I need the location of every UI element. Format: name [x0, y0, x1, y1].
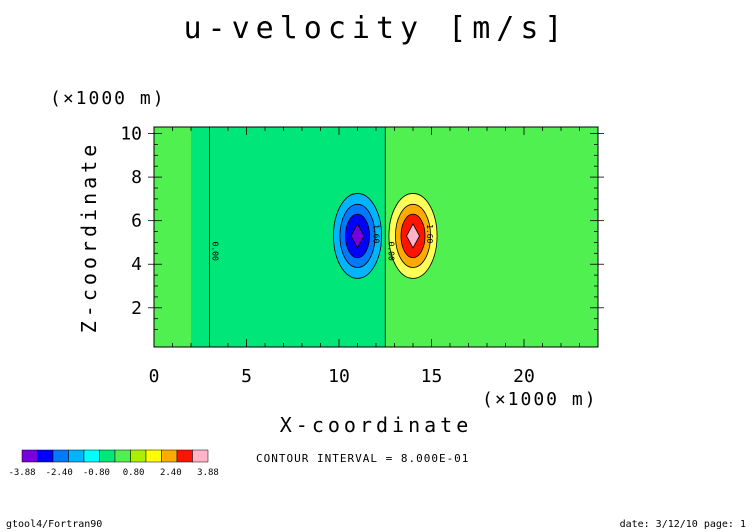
y-tick-labels: 2 4 6 8 10	[120, 124, 142, 319]
colorbar-swatch	[52, 449, 69, 463]
contour-interval: CONTOUR INTERVAL = 8.000E-01	[256, 452, 469, 465]
colorbar-swatch	[145, 449, 162, 463]
colorbar-label: -2.40	[46, 468, 73, 478]
colorbar-swatch	[68, 449, 85, 463]
chart-title: u-velocity [m/s]	[184, 11, 569, 46]
footer-left: gtool4/Fortran90	[6, 519, 102, 530]
x-tick-label: 5	[241, 366, 252, 387]
colorbar-swatch	[99, 449, 116, 463]
colorbar-swatch	[176, 449, 193, 463]
x-tick-label: 10	[328, 366, 350, 387]
colorbar-label: 3.88	[197, 468, 219, 478]
footer-right: date: 3/12/10 page: 1	[620, 519, 746, 530]
contour-label-3: 1.60	[371, 224, 380, 243]
colorbar-label: 0.80	[123, 468, 145, 478]
y-tick-label: 6	[131, 211, 142, 232]
y-tick-label: 2	[131, 298, 142, 319]
y-axis-unit: (×1000 m)	[50, 88, 166, 109]
y-tick-label: 4	[131, 254, 142, 275]
y-tick-label: 10	[120, 124, 142, 145]
colorbar-swatch	[21, 449, 38, 463]
colorbar-swatch	[83, 449, 100, 463]
colorbar-swatch	[114, 449, 131, 463]
colorbar-label: 2.40	[160, 468, 182, 478]
axis-ticks	[148, 127, 604, 347]
x-tick-label: 0	[149, 366, 160, 387]
field-left-band	[154, 127, 191, 347]
x-tick-label: 20	[513, 366, 535, 387]
contour-label-1: 0.00	[386, 242, 395, 261]
contour-level-0-3	[350, 223, 365, 249]
colorbar-swatch	[161, 449, 178, 463]
contour-label-0: 0.00	[211, 242, 220, 261]
contour-label-2: 1.60	[425, 224, 434, 243]
colorbar-labels: -3.88 -2.40 -0.80 0.80 2.40 3.88	[8, 468, 218, 478]
y-tick-label: 8	[131, 167, 142, 188]
contour-level-1-3	[406, 223, 420, 249]
x-axis-unit: (×1000 m)	[482, 389, 598, 410]
y-axis-label: Z-coordinate	[77, 141, 101, 334]
plot-area: 0.00 0.00 1.60 1.60	[154, 127, 598, 347]
colorbar-swatch	[130, 449, 147, 463]
colorbar	[21, 449, 209, 463]
colorbar-label: -3.88	[8, 468, 35, 478]
colorbar-swatch	[192, 449, 209, 463]
x-axis-label: X-coordinate	[280, 413, 473, 437]
colorbar-label: -0.80	[83, 468, 110, 478]
colorbar-swatch	[37, 449, 54, 463]
x-tick-label: 15	[421, 366, 443, 387]
x-tick-labels: 0 5 10 15 20	[149, 366, 535, 387]
